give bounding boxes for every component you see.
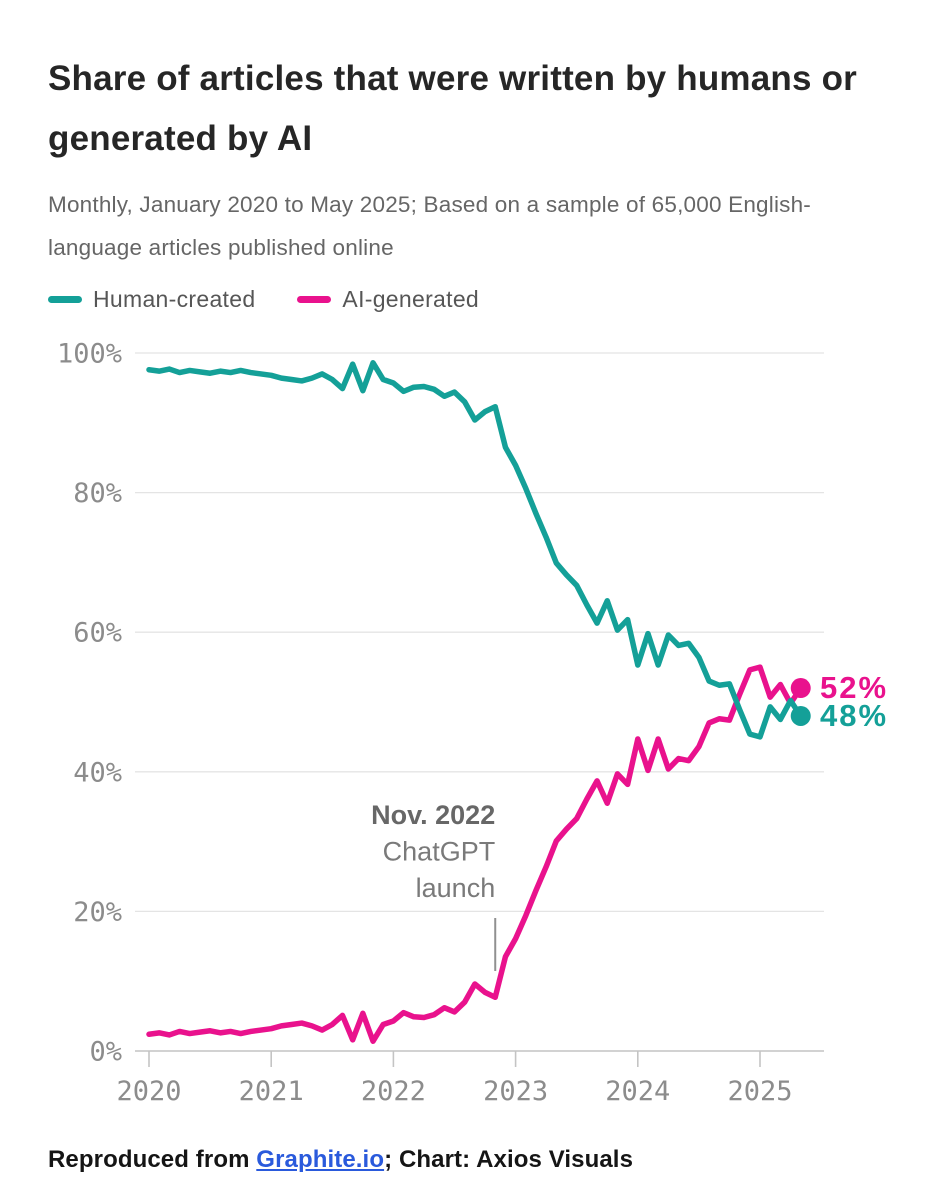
- ai-generated-swatch-icon: [297, 296, 332, 303]
- page-title: Share of articles that were written by h…: [48, 59, 857, 158]
- human-created-swatch-icon: [48, 296, 82, 303]
- annotation-text: launch: [416, 873, 496, 903]
- y-axis-label: 0%: [89, 1037, 122, 1068]
- x-axis-label: 2020: [116, 1076, 181, 1107]
- x-axis-label: 2023: [483, 1076, 548, 1107]
- y-axis-label: 40%: [73, 757, 122, 788]
- y-axis-label: 60%: [73, 618, 122, 649]
- ai-generated-end-dot: [790, 678, 811, 699]
- chart-legend: Human-created AI-generated: [48, 286, 479, 313]
- human-created-line: [146, 360, 804, 740]
- legend-item-ai: AI-generated: [297, 286, 479, 313]
- credit-suffix: ; Chart: Axios Visuals: [384, 1146, 634, 1173]
- legend-item-human: Human-created: [48, 286, 255, 313]
- y-axis-label: 100%: [57, 339, 122, 370]
- x-axis-label: 2022: [361, 1076, 426, 1107]
- human-created-end-label: 48%: [820, 698, 888, 733]
- x-axis-label: 2021: [239, 1076, 304, 1107]
- human-created-end-dot: [790, 705, 811, 726]
- ai-generated-line: [146, 664, 804, 1044]
- y-axis-label: 20%: [73, 897, 122, 928]
- source-credit: Reproduced from Graphite.io; Chart: Axio…: [48, 1146, 633, 1174]
- annotation-text: Nov. 2022: [371, 800, 495, 830]
- legend-label-human: Human-created: [93, 286, 256, 312]
- y-axis-label: 80%: [73, 478, 122, 509]
- chart-subtitle: Monthly, January 2020 to May 2025; Based…: [48, 191, 811, 260]
- legend-label-ai: AI-generated: [342, 286, 480, 312]
- x-axis-label: 2024: [605, 1076, 670, 1107]
- ai-generated-end-label: 52%: [820, 670, 888, 705]
- credit-prefix: Reproduced from: [48, 1146, 257, 1173]
- x-axis-label: 2025: [727, 1076, 792, 1107]
- graphite-link[interactable]: Graphite.io: [256, 1146, 385, 1173]
- line-chart: 0% 20% 40% 60% 80% 100% 2020 2021 2022 2023 2024 20…: [57, 339, 888, 1108]
- annotation-text: ChatGPT: [383, 837, 496, 867]
